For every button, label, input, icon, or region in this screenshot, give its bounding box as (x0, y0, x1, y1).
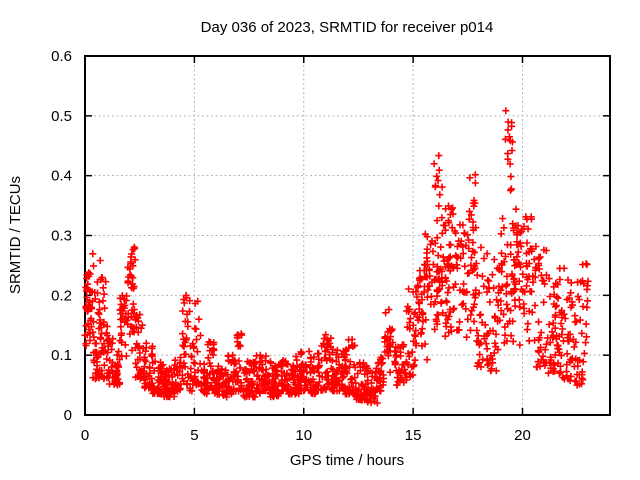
axes-and-ticks (84, 55, 611, 416)
y-tick-label: 0 (64, 407, 72, 424)
y-tick-label: 0.5 (51, 108, 72, 125)
x-tick-label: 15 (405, 427, 422, 444)
x-tick-label: 10 (295, 427, 312, 444)
y-tick-label: 0.3 (51, 228, 72, 245)
y-tick-label: 0.4 (51, 168, 72, 185)
scatter-points (81, 107, 592, 407)
y-axis-label: SRMTID / TECUs (7, 176, 24, 294)
y-tick-label: 0.2 (51, 287, 72, 304)
tick-labels: 0 5 10 15 20 0 0.1 0.2 0.3 0.4 0.5 0.6 (51, 48, 531, 444)
x-tick-label: 20 (514, 427, 531, 444)
y-tick-label: 0.1 (51, 347, 72, 364)
y-tick-label: 0.6 (51, 48, 72, 65)
x-tick-label: 0 (81, 427, 89, 444)
grid-lines (85, 56, 610, 415)
chart-title: Day 036 of 2023, SRMTID for receiver p01… (201, 19, 494, 36)
x-tick-label: 5 (190, 427, 198, 444)
x-axis-label: GPS time / hours (290, 452, 404, 469)
scatter-series-srmtid (81, 107, 592, 407)
